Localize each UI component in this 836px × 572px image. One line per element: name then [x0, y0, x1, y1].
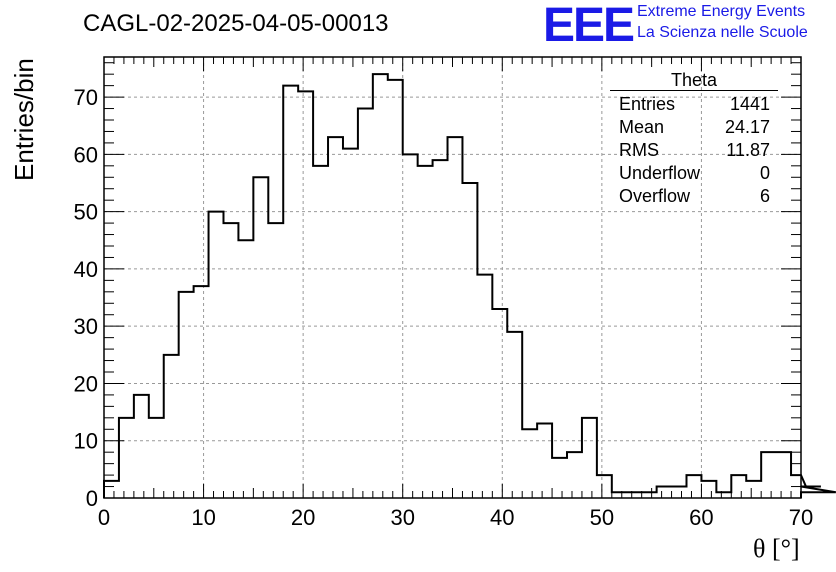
x-tick-label: 0 [98, 505, 110, 530]
x-axis-label: θ [°] [753, 534, 800, 563]
x-tick-label: 40 [490, 505, 514, 530]
grid-lines [104, 57, 801, 498]
eee-logo: EEE [543, 0, 635, 52]
stats-value: 11.87 [726, 140, 770, 160]
stats-row: Overflow 6 [610, 185, 778, 208]
x-tick-label: 20 [291, 505, 315, 530]
x-tick-label: 60 [689, 505, 713, 530]
stats-title: Theta [670, 70, 718, 90]
stats-label: Underflow [619, 163, 701, 183]
stats-row: Mean 24.17 [610, 116, 778, 139]
stats-label: RMS [619, 140, 659, 160]
y-tick-label: 40 [74, 257, 98, 282]
stats-value: 0 [759, 163, 770, 183]
eee-logo-line1: Extreme Energy Events [637, 3, 806, 20]
y-tick-label: 10 [74, 429, 98, 454]
axis-ticks [103, 57, 802, 499]
x-tick-label: 30 [390, 505, 414, 530]
stats-row: Underflow 0 [610, 162, 778, 185]
y-tick-label: 70 [74, 85, 98, 110]
x-tick-label: 50 [590, 505, 614, 530]
stats-label: Entries [619, 94, 676, 114]
y-tick-label: 20 [74, 371, 98, 396]
x-tick-label: 70 [789, 505, 813, 530]
y-tick-label: 50 [74, 200, 98, 225]
stats-label: Overflow [619, 186, 691, 206]
stats-value: 24.17 [724, 117, 770, 137]
eee-logo-line2: La Scienza nelle Scuole [637, 24, 808, 41]
histogram-series [103, 73, 836, 498]
stats-row: Entries 1441 [610, 93, 778, 116]
stats-row: RMS 11.87 [610, 139, 778, 162]
stats-value: 1441 [729, 94, 770, 114]
x-tick-label: 10 [191, 505, 215, 530]
y-axis-label: Entries/bin [9, 58, 39, 181]
stats-divider [610, 90, 778, 91]
stats-box: Theta Entries 1441 Mean 24.17 RMS 11.87 Und… [610, 70, 778, 208]
stats-label: Mean [619, 117, 665, 137]
y-tick-label: 0 [86, 486, 98, 511]
chart-title: CAGL-02-2025-04-05-00013 [83, 10, 389, 37]
stats-value: 6 [759, 186, 770, 206]
y-tick-label: 60 [74, 142, 98, 167]
y-tick-label: 30 [74, 314, 98, 339]
